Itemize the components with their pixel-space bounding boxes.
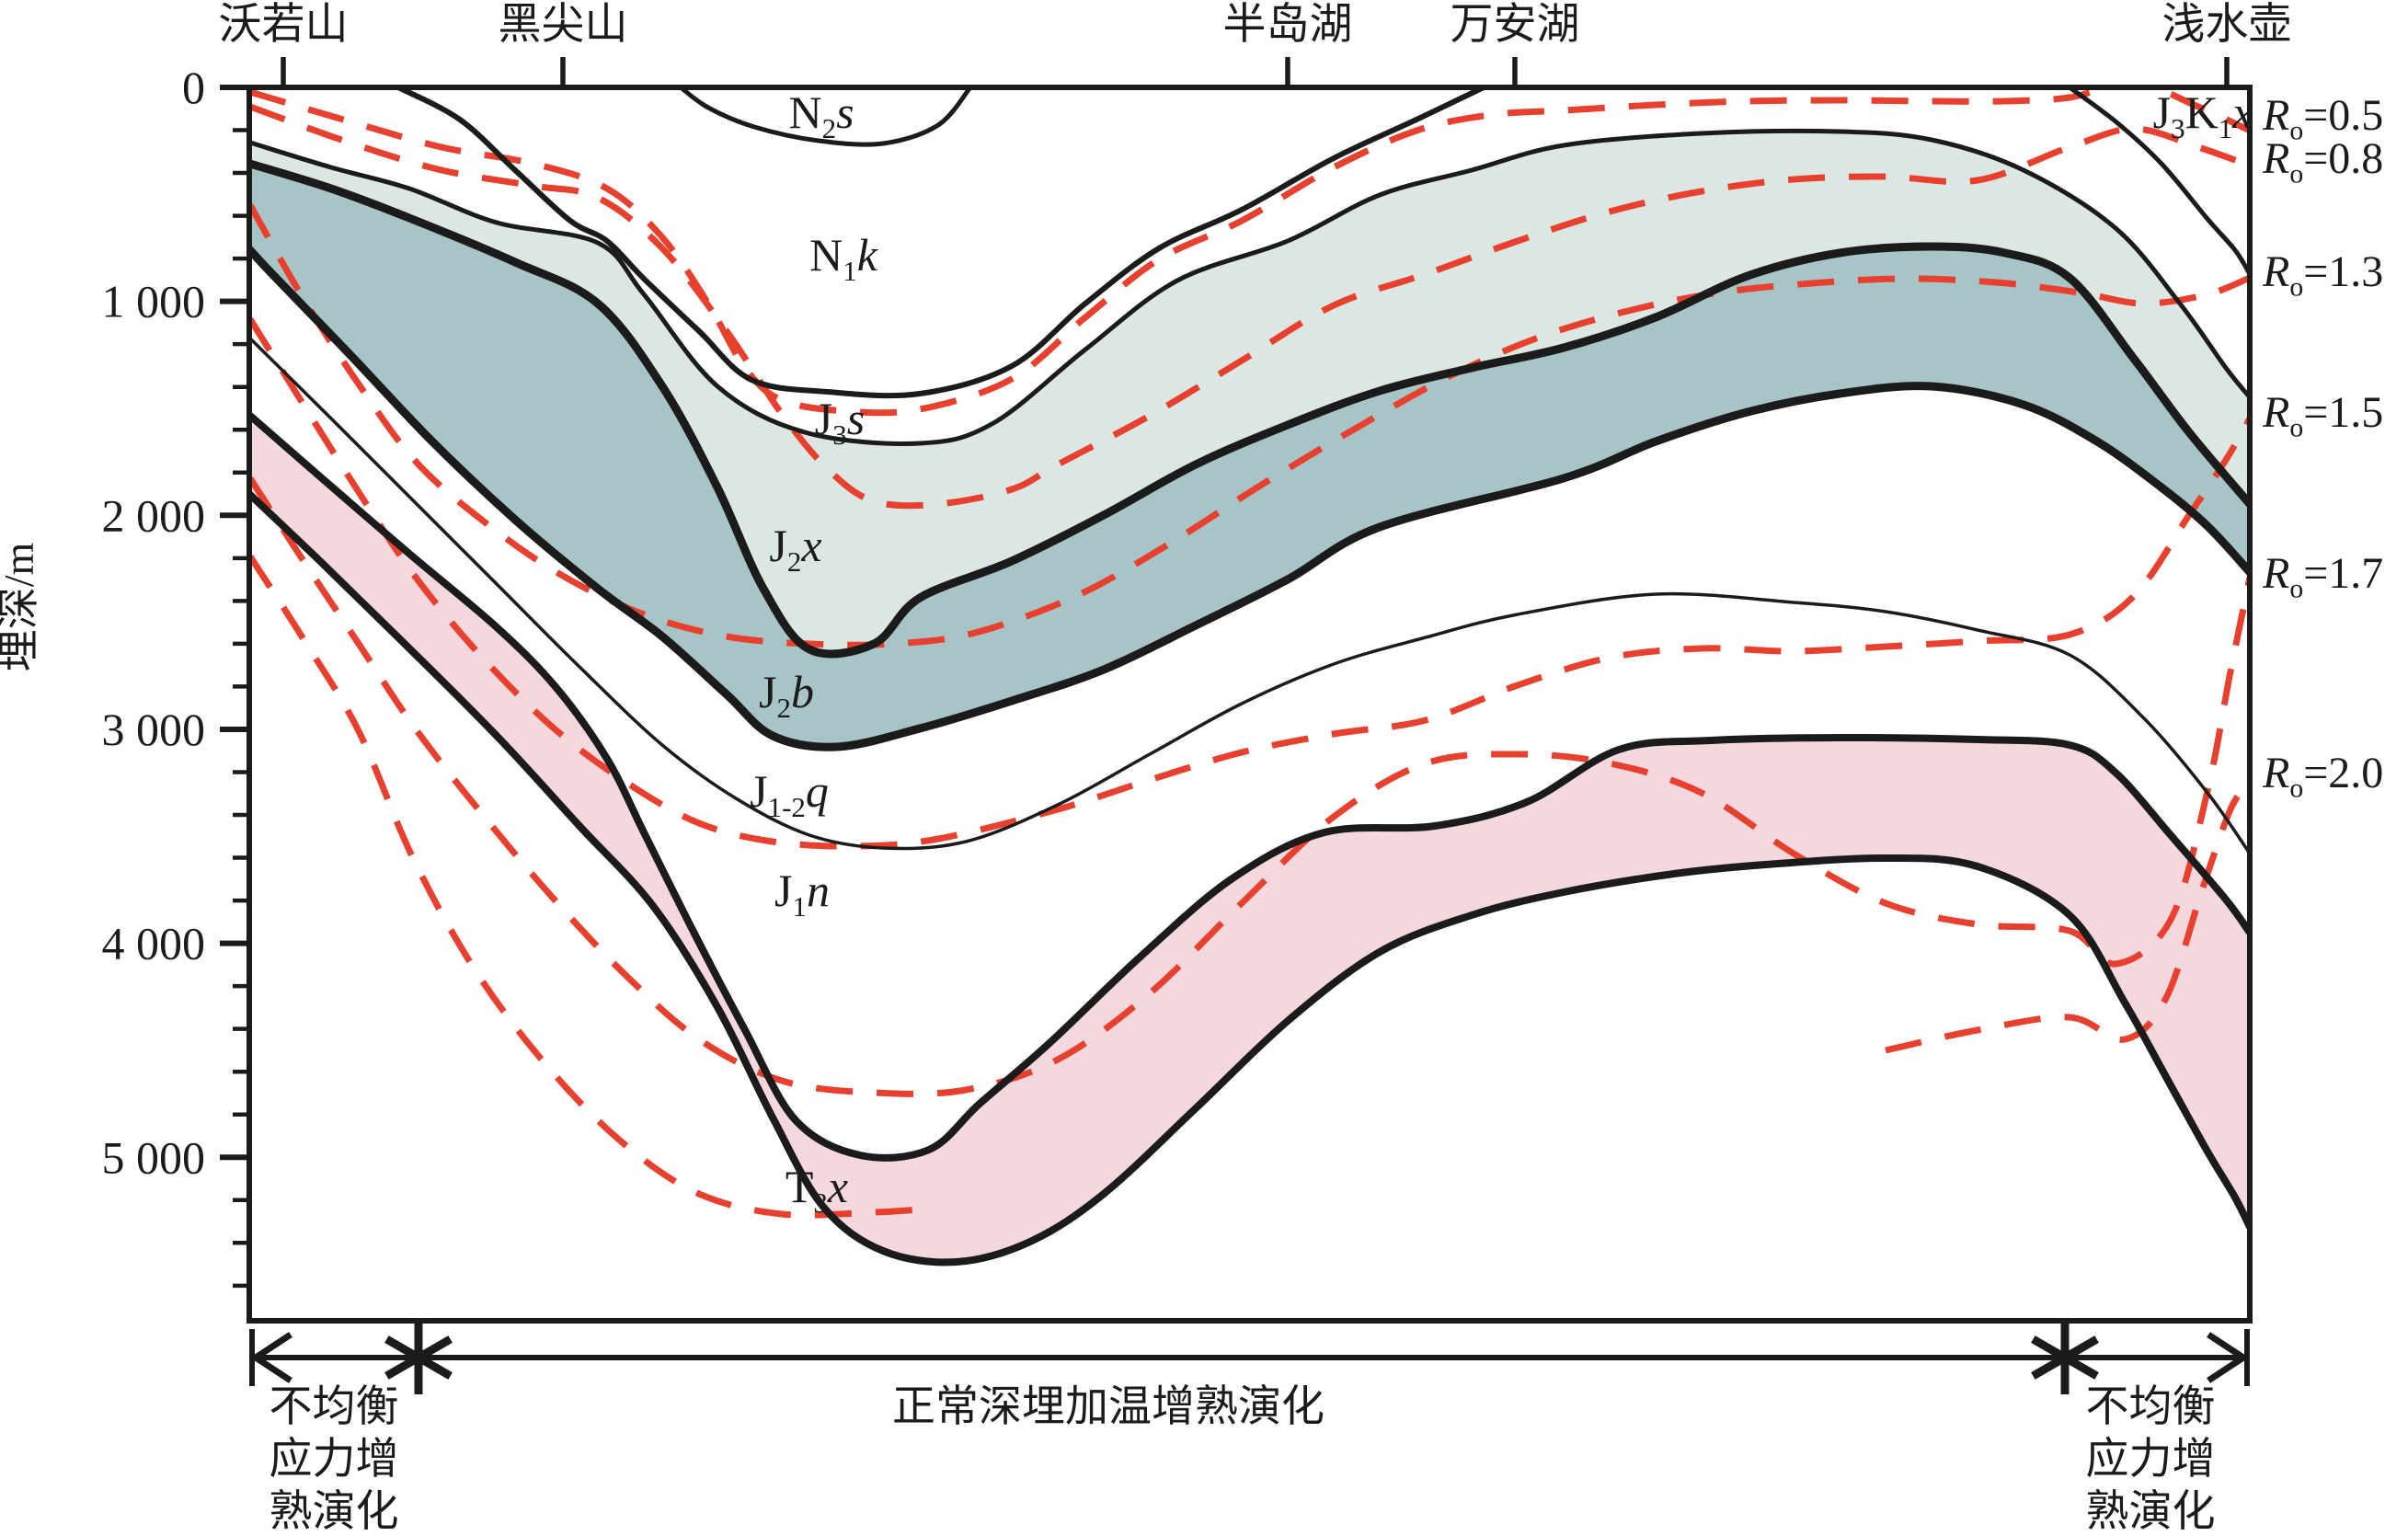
boundary-j2b_top	[249, 159, 2250, 659]
zone-label-right-zone: 应力增	[2086, 1436, 2216, 1484]
formation-label-J3K1x: J3K1x	[2153, 86, 2253, 144]
zone-label-right-zone: 熟演化	[2086, 1488, 2216, 1536]
ro-label-0.5: Ro=0.5	[2262, 91, 2383, 146]
text-labels: 0 1 000 2 000 3 000 4 000 5 000 沃若山 黑尖山 半岛湖 万安湖 浅水…	[102, 1, 2384, 1536]
plot-border	[247, 85, 2253, 1324]
zone-label-left-zone: 熟演化	[269, 1488, 399, 1536]
formation-label-J2x: J2x	[769, 520, 821, 578]
formation-label-N1k: N1k	[809, 229, 878, 287]
isoline-ro-1.3	[249, 203, 2250, 648]
boundary-j3k1x_base	[2067, 87, 2250, 277]
y-axis-title: 埋深/m	[0, 543, 42, 672]
isoline-ro-2.0-right	[1885, 779, 2250, 1054]
isoline-ro-1.5	[249, 317, 2250, 850]
zone-label-left-zone: 不均衡	[269, 1383, 399, 1431]
site-label-半岛湖: 半岛湖	[1223, 1, 1353, 49]
formation-boundaries	[249, 87, 2250, 1267]
ro-isolines	[249, 87, 2250, 1219]
plot-frame	[247, 85, 2253, 1324]
boundary-j1n_top	[249, 337, 2250, 855]
zone-arrowhead-left	[249, 1332, 292, 1383]
boundary-n2s_lens	[678, 87, 973, 147]
isoline-ro-1.7	[249, 476, 2250, 1097]
site-label-沃若山: 沃若山	[219, 1, 349, 49]
isoline-ro-2.0-left	[249, 555, 921, 1219]
boundary-t3x_top	[249, 412, 2250, 1162]
y-tick-label: 3 000	[102, 704, 206, 755]
y-tick-label: 0	[182, 62, 205, 113]
zone-label-left-zone: 应力增	[269, 1436, 399, 1484]
boundary-j3s_top	[396, 87, 1486, 399]
isoline-ro-0.8	[249, 103, 2250, 510]
band-T3x	[250, 416, 2250, 1263]
zone-junction-asterisk	[384, 1335, 453, 1380]
ro-label-2: Ro=2.0	[2262, 749, 2383, 804]
y-tick-label: 2 000	[102, 489, 206, 541]
formation-label-J1-2q: J1-2q	[750, 765, 829, 823]
ro-label-1.5: Ro=1.5	[2262, 388, 2383, 443]
isoline-ro-0.5	[249, 87, 2250, 417]
ro-label-1.3: Ro=1.3	[2262, 247, 2383, 303]
formation-label-J2b: J2b	[759, 666, 814, 724]
zone-label-right-zone: 不均衡	[2086, 1383, 2216, 1431]
site-label-万安湖: 万安湖	[1451, 1, 1580, 49]
band-J2x	[250, 131, 2250, 654]
zone-label-center-zone: 正常深埋加温增熟演化	[892, 1383, 1324, 1431]
formation-label-T3x: T3x	[785, 1161, 848, 1219]
zone-junction-asterisk	[2031, 1335, 2099, 1380]
formation-label-J1n: J1n	[774, 865, 830, 923]
y-tick-label: 1 000	[102, 276, 206, 327]
band-J2b	[250, 164, 2250, 748]
formation-label-J3s: J3s	[815, 393, 865, 451]
site-label-黑尖山: 黑尖山	[499, 1, 628, 49]
axis-ticks	[220, 57, 2250, 1394]
site-label-浅水壶: 浅水壶	[2162, 1, 2292, 49]
boundary-j2b_bottom	[249, 246, 2250, 751]
y-tick-label: 5 000	[102, 1131, 206, 1183]
y-tick-label: 4 000	[102, 918, 206, 969]
ro-label-0.8: Ro=0.8	[2262, 134, 2383, 189]
ro-label-1.7: Ro=1.7	[2262, 549, 2383, 604]
boundary-t3x_bottom	[249, 491, 2250, 1267]
stratigraphic-bands	[250, 131, 2250, 1263]
boundary-j2x_top	[249, 128, 2250, 446]
formation-label-N2s: N2s	[788, 86, 854, 144]
zone-arrowhead-right	[2207, 1332, 2250, 1383]
